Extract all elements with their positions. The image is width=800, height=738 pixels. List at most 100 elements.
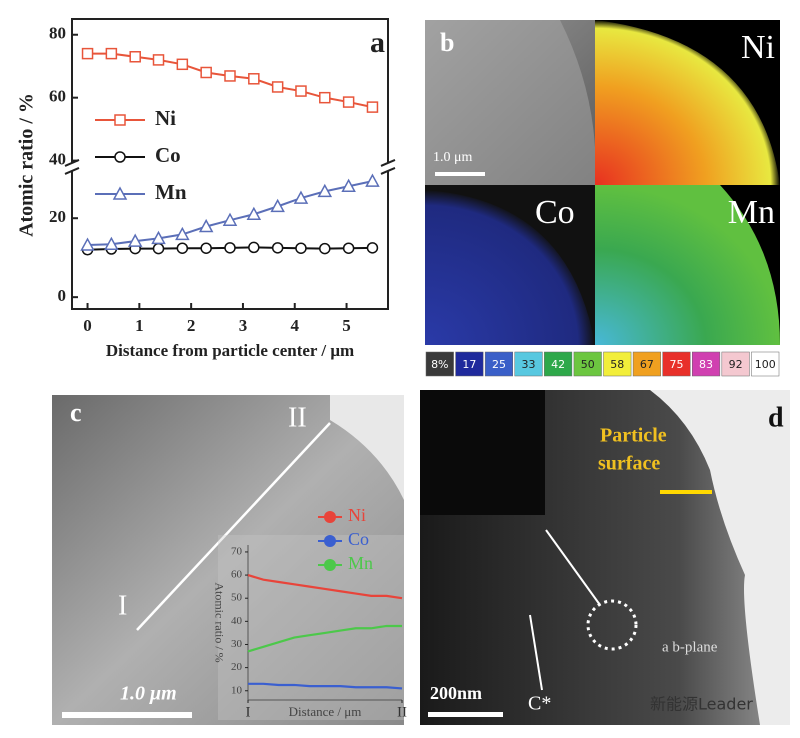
particle [425,20,596,185]
colorbar-label: 33 [522,358,536,371]
map-label: Ni [741,29,775,66]
marker [224,70,236,82]
marker [175,226,190,241]
panel-a: a Distance from particle center / μm Ato… [16,18,396,360]
y-tick-label: 20 [49,207,66,226]
y-tick-label: 30 [231,638,243,650]
x-tick-label: II [397,704,407,720]
series-line [247,574,403,600]
y-tick-label: 0 [58,286,67,305]
colorbar-swatch [544,351,573,377]
colorbar-label: 92 [729,358,743,371]
marker [248,241,260,254]
plane-label: a b-plane [662,639,718,655]
colorbar-label: 100 [755,358,776,371]
legend-marker [114,151,126,163]
colorbar-label: 42 [551,358,565,371]
y-tick-label: 60 [231,569,243,581]
panel-c: c I II 1.0 μm Atomic ratio / % Distance /… [52,395,407,725]
marker [319,91,331,104]
legend-marker [324,559,336,571]
marker [198,218,214,233]
vacuum [650,390,790,725]
colorbar-swatch [692,351,721,377]
legend-marker [112,186,128,200]
colorbar-label: 75 [669,358,683,371]
panel-label: c [70,398,82,427]
colorbar-swatch [603,351,632,377]
colorbar-swatch [455,351,484,377]
axis-break [382,162,394,171]
scale-label: 1.0 μm [433,150,473,165]
colorbar-swatch [662,351,691,377]
marker [152,54,165,66]
marker [176,242,189,254]
colorbar-swatch [721,351,750,377]
marker [366,101,379,113]
colorbar-label: 17 [462,358,476,371]
scale-bar [435,172,485,176]
arrow [545,529,601,606]
colorbar-swatch [632,351,661,377]
y-tick-label: 40 [231,615,243,627]
mn-map [595,185,780,345]
colorbar-label: 83 [699,358,713,371]
x-tick-label: 4 [291,316,300,335]
x-tick-label: 1 [135,316,144,335]
scale-bar [62,712,192,718]
legend-label: Mn [348,553,373,573]
y-tick-label: 40 [49,150,66,169]
marker [222,212,238,226]
axis-break [380,166,396,175]
colorbar-swatch [425,351,454,377]
marker [129,51,141,63]
diffraction [420,390,545,515]
marker [365,173,380,187]
vacuum [330,395,404,500]
colorbar-swatch [751,351,780,377]
scale-label: 1.0 μm [120,683,177,705]
colorbar-label: 58 [610,358,624,371]
marker [105,47,118,60]
marker [295,85,307,97]
colorbar-label: 67 [640,358,654,371]
marker [151,230,166,245]
legend-label: Mn [155,180,187,204]
marker [248,73,260,85]
marker [127,233,143,247]
panel-label: a [370,26,385,59]
axis-break [64,166,80,175]
y-tick-label: 10 [231,684,243,696]
x-tick-label: 5 [342,316,351,335]
y-tick-label: 20 [231,661,243,673]
colorbar-swatch [573,351,602,377]
y-tick-label: 80 [49,24,66,43]
x-tick-label: 0 [83,316,92,335]
marker [200,66,212,79]
marker [80,237,95,251]
legend-label: Ni [155,106,176,130]
arrow [529,614,543,691]
panel-label: d [768,402,784,433]
map-label: Mn [728,194,775,231]
series-line [247,624,402,653]
y-tick-label: 60 [49,87,66,106]
x-axis-label: Distance / μm [289,704,362,719]
selected-area [586,599,638,651]
marker [366,242,379,254]
panel-label: b [440,28,454,57]
scale-bar [428,712,503,717]
x-axis-label: Distance from particle center / μm [106,341,354,360]
marker [270,198,285,213]
marker [152,242,165,255]
marker [341,178,356,192]
legend-marker [324,535,336,547]
series-line [248,682,403,690]
colorbar-label: 25 [492,358,506,371]
marker [317,183,333,198]
plot-frame [71,18,389,310]
marker [104,236,119,251]
marker [200,242,212,254]
y-tick-label: 70 [231,545,243,557]
